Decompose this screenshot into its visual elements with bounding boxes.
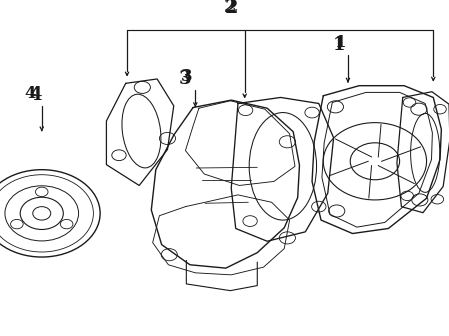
- Text: 1: 1: [333, 36, 345, 54]
- Text: 2: 2: [224, 0, 237, 16]
- Text: 1: 1: [335, 34, 347, 51]
- Text: 2: 2: [224, 0, 238, 17]
- Text: 3: 3: [180, 68, 192, 85]
- Text: 4: 4: [25, 85, 36, 102]
- Text: 3: 3: [179, 70, 192, 88]
- Text: 4: 4: [29, 86, 41, 104]
